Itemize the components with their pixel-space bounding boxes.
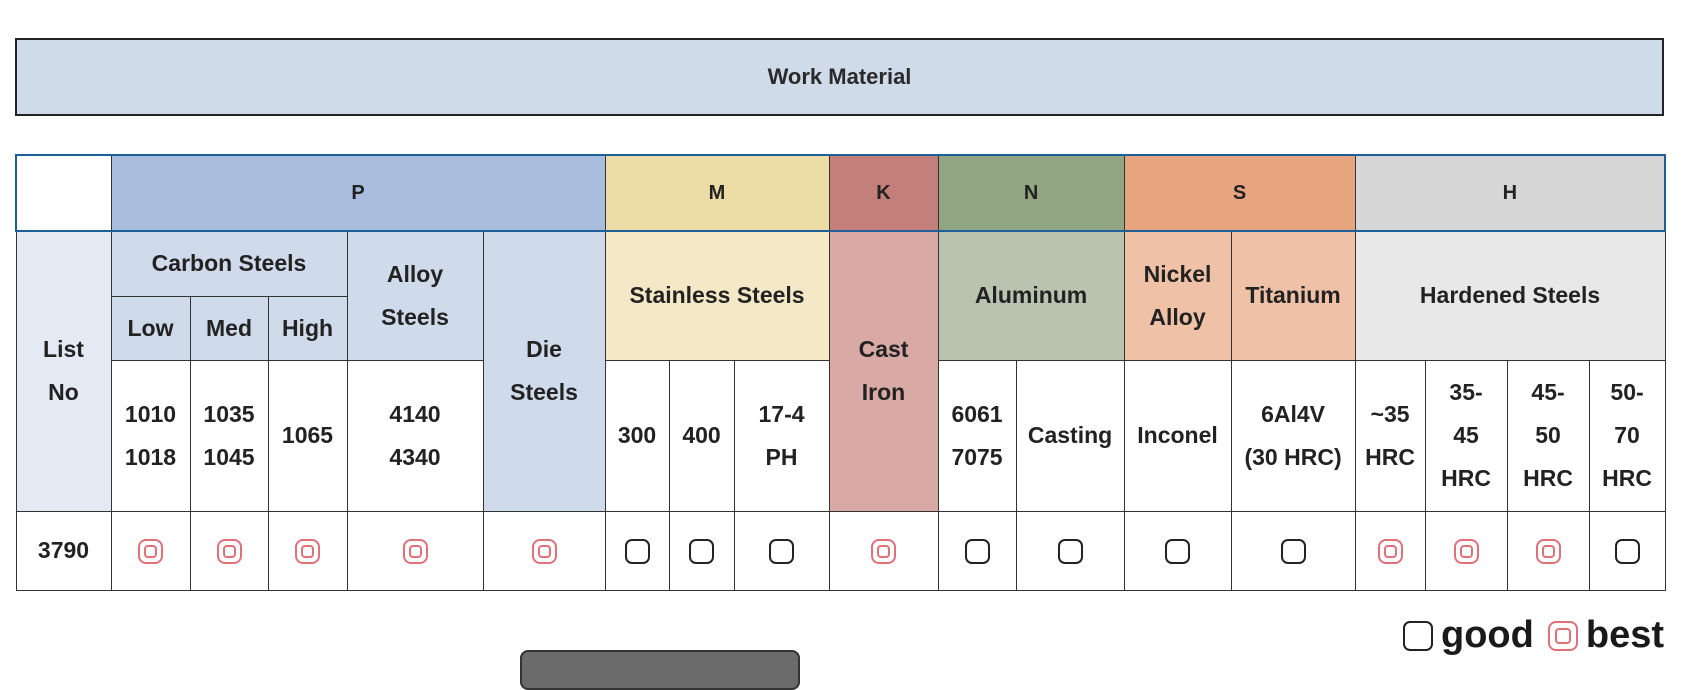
grade-ss300: 300: [604, 359, 670, 512]
grade-al6061: 6061 7075: [937, 359, 1017, 512]
group-n: N: [937, 154, 1125, 232]
good-square-icon: [1614, 539, 1640, 565]
legend-best-label: best: [1585, 614, 1664, 656]
best-concentric-square-icon: [871, 539, 897, 565]
hardened-steels-header: Hardened Steels: [1354, 230, 1666, 361]
grade-ti: 6Al4V (30 HRC): [1230, 359, 1356, 512]
best-concentric-square-icon: [1535, 539, 1561, 565]
list-no-value: 3790: [15, 510, 112, 591]
die-steels-header: Die Steels: [482, 230, 606, 512]
rating-cell: [1506, 510, 1590, 591]
grade-low: 1010 1018: [110, 359, 191, 512]
rating-cell: [1015, 510, 1125, 591]
aluminum-header: Aluminum: [937, 230, 1125, 361]
rating-cell: [346, 510, 484, 591]
category-row: List No Carbon Steels Alloy Steels Die Stee…: [15, 230, 1666, 512]
best-concentric-square-icon: [1377, 539, 1403, 565]
good-square-icon: [769, 539, 795, 565]
good-square-icon: [1165, 539, 1191, 565]
rating-cell: [1230, 510, 1356, 591]
grade-inconel: Inconel: [1123, 359, 1232, 512]
material-grid: P M K N S H List No Carbon Steels Alloy St…: [15, 154, 1667, 591]
grade-h3545: 35- 45 HRC: [1424, 359, 1508, 512]
rating-cell: [482, 510, 606, 591]
best-concentric-square-icon: [1453, 539, 1479, 565]
good-square-icon: [964, 539, 990, 565]
alloy-steels-header: Alloy Steels: [346, 230, 484, 361]
group-p: P: [110, 154, 606, 232]
stainless-steels-header: Stainless Steels: [604, 230, 830, 361]
good-square-icon: [1280, 539, 1306, 565]
nickel-alloy-header: Nickel Alloy: [1123, 230, 1232, 361]
group-s: S: [1123, 154, 1356, 232]
cast-iron-header: Cast Iron: [828, 230, 939, 512]
rating-cell: [828, 510, 939, 591]
titanium-header: Titanium: [1230, 230, 1356, 361]
work-material-banner: Work Material: [15, 38, 1664, 116]
carbon-steels-header: Carbon Steels: [110, 230, 348, 297]
legend: good best: [1403, 614, 1664, 657]
rating-cell: [1354, 510, 1426, 591]
grade-h5070: 50- 70 HRC: [1588, 359, 1666, 512]
rating-cell: [1588, 510, 1666, 591]
rating-cell: [110, 510, 191, 591]
med-header: Med: [189, 295, 269, 361]
banner-title: Work Material: [767, 64, 912, 89]
grade-high: 1065: [267, 359, 348, 512]
group-empty-cell: [15, 154, 112, 232]
iso-group-row: P M K N S H: [15, 154, 1667, 232]
list-no-header: List No: [15, 230, 112, 512]
grade-alloy: 4140 4340: [346, 359, 484, 512]
high-header: High: [267, 295, 348, 361]
best-concentric-square-icon: [216, 539, 242, 565]
rating-cell: [1424, 510, 1508, 591]
legend-good-label: good: [1441, 614, 1534, 656]
grade-h4550: 45- 50 HRC: [1506, 359, 1590, 512]
rating-cell: [267, 510, 348, 591]
best-concentric-square-icon: [531, 539, 557, 565]
good-square-icon: [1057, 539, 1083, 565]
low-header: Low: [110, 295, 191, 361]
best-concentric-square-icon: [1547, 620, 1578, 651]
rating-cell: [668, 510, 735, 591]
rating-cell: [937, 510, 1017, 591]
good-square-icon: [1403, 620, 1433, 651]
partially-visible-button[interactable]: [520, 650, 800, 690]
group-h: H: [1354, 154, 1667, 232]
good-square-icon: [689, 539, 714, 565]
grade-casting: Casting: [1015, 359, 1125, 512]
grade-h35: ~35 HRC: [1354, 359, 1426, 512]
group-m: M: [604, 154, 830, 232]
grade-med: 1035 1045: [189, 359, 269, 512]
grade-ss400: 400: [668, 359, 735, 512]
group-k: K: [828, 154, 939, 232]
best-concentric-square-icon: [402, 539, 428, 565]
rating-row: 3790: [15, 510, 1666, 591]
grade-row: 1010 1018 1035 1045 1065 4140 4340 300 400 …: [16, 359, 1666, 512]
grade-ss174: 17-4 PH: [733, 359, 830, 512]
best-concentric-square-icon: [295, 539, 320, 565]
rating-cell: [604, 510, 670, 591]
rating-cell: [1123, 510, 1232, 591]
subcategory-row: Low Med High: [16, 295, 1665, 361]
best-concentric-square-icon: [138, 539, 163, 565]
rating-cell: [733, 510, 830, 591]
rating-cell: [189, 510, 269, 591]
good-square-icon: [624, 539, 650, 565]
